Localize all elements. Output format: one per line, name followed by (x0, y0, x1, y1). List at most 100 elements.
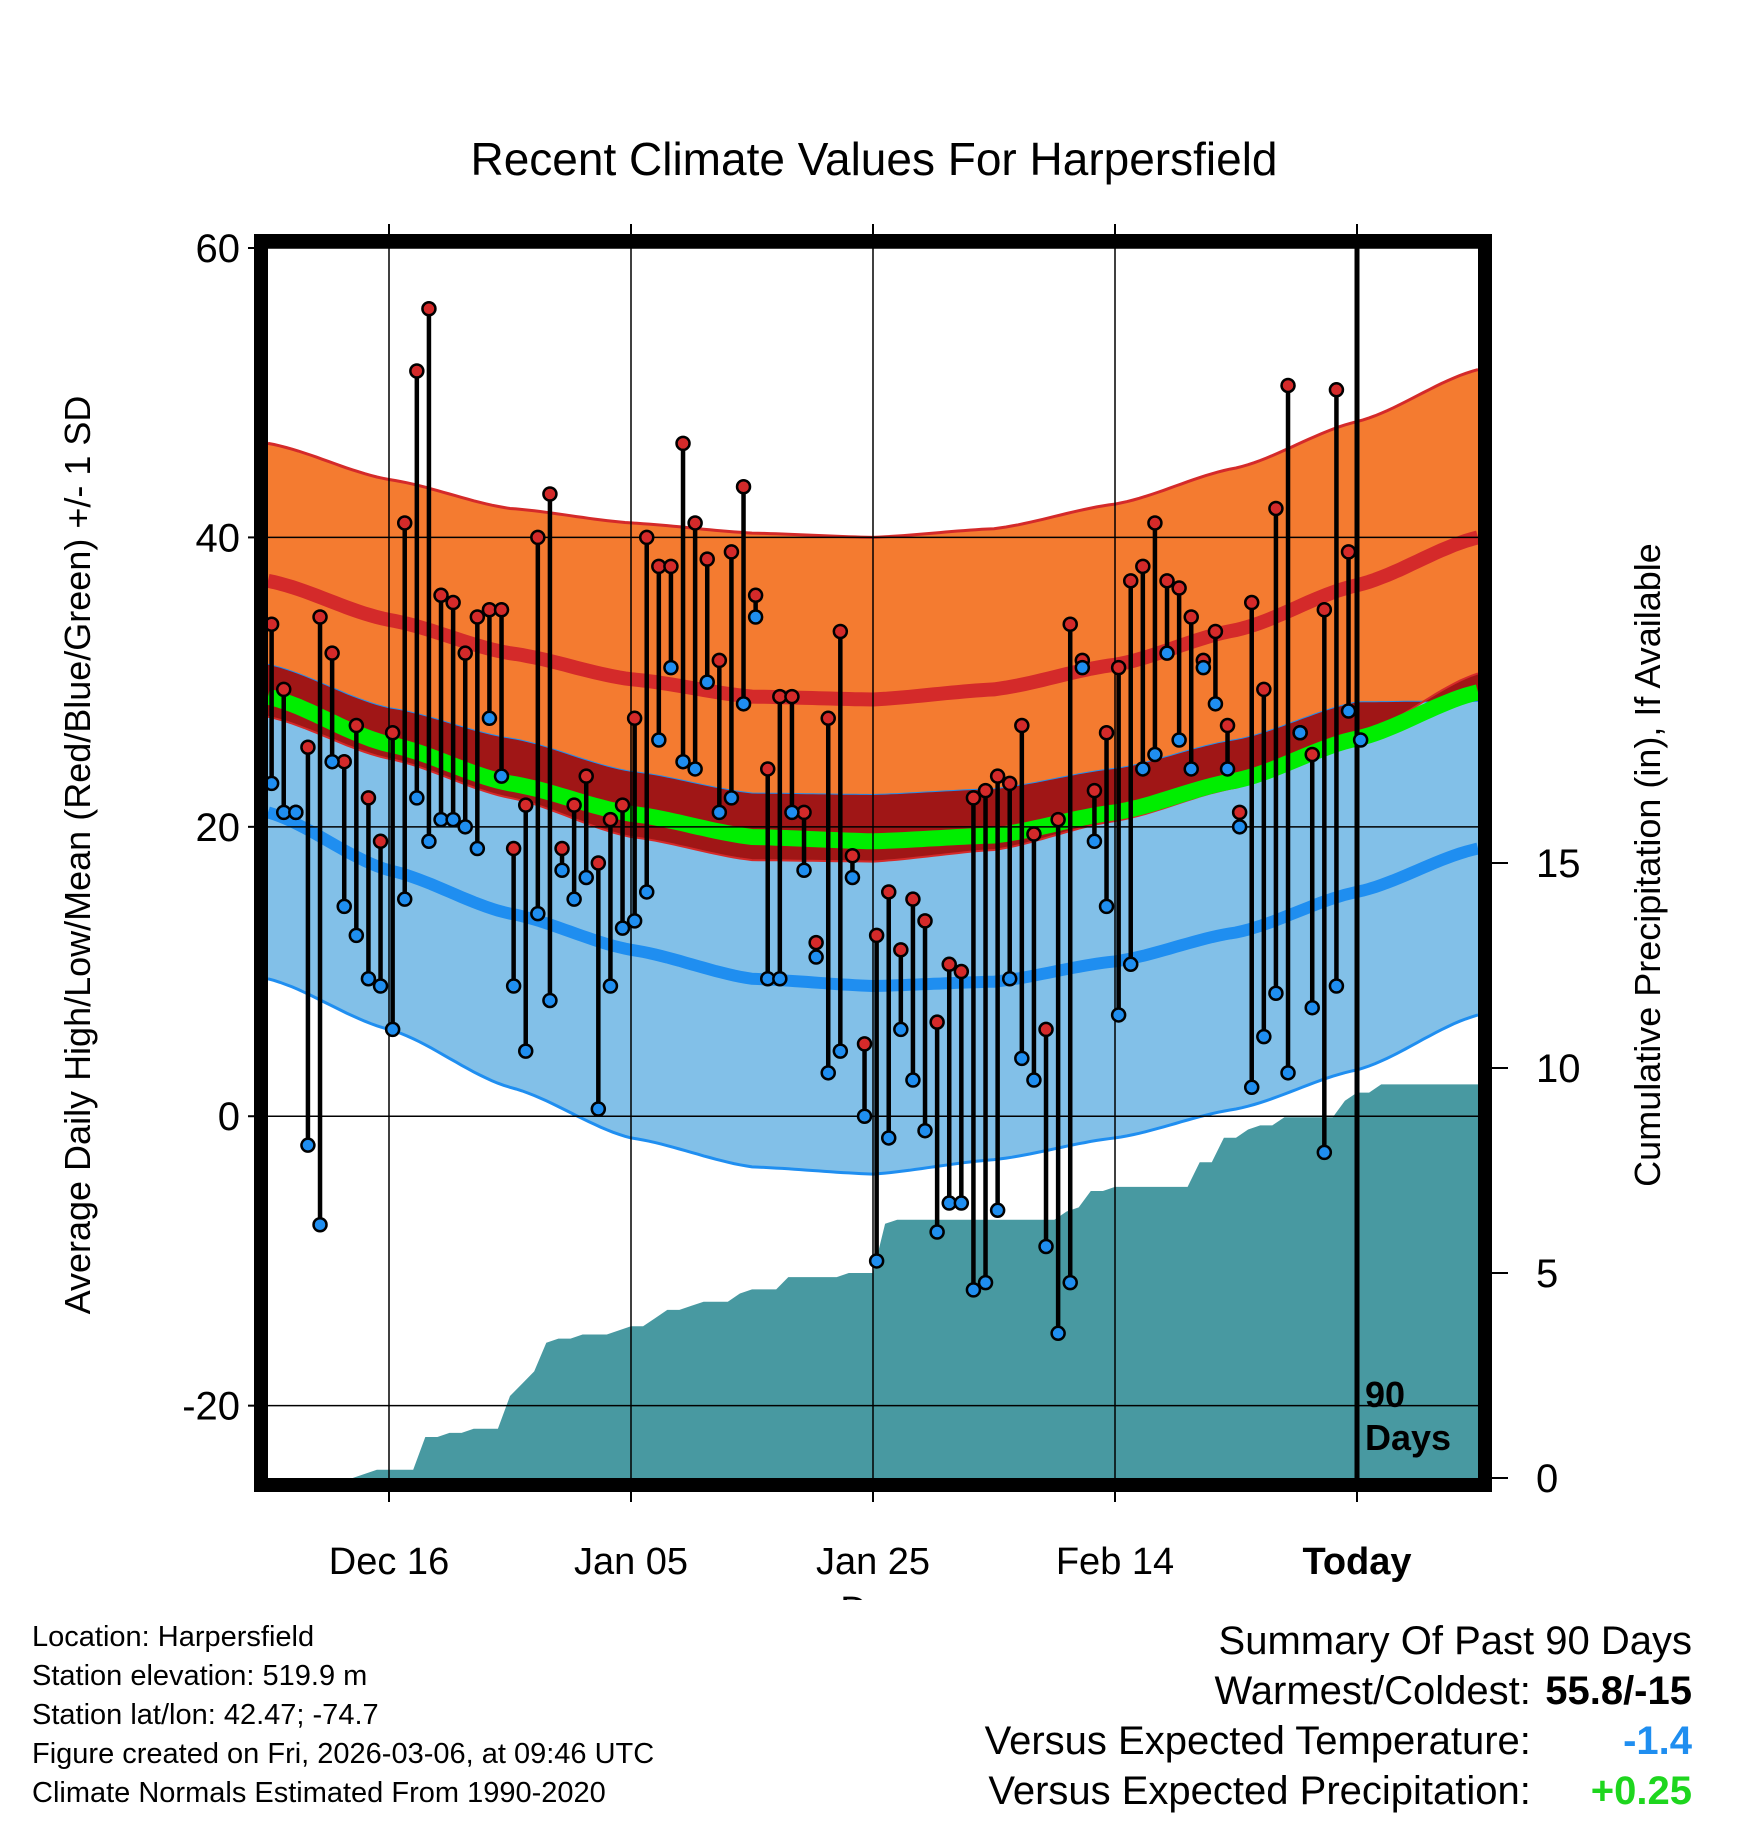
daily-low-point (336, 898, 352, 915)
daily-high-point (554, 840, 570, 857)
daily-low-point (1171, 732, 1187, 748)
daily-high-point (493, 602, 510, 618)
x-tick-label: Feb 14 (1056, 1541, 1174, 1583)
daily-high-point (1304, 746, 1320, 763)
daily-high-point (457, 645, 473, 661)
daily-high-point (275, 681, 292, 698)
daily-low-point (917, 1122, 933, 1139)
daily-low-point (651, 732, 667, 748)
daily-high-point (880, 884, 897, 900)
daily-low-point (1280, 1065, 1296, 1081)
daily-low-point (1340, 703, 1357, 719)
daily-high-point (1086, 782, 1103, 799)
y2-axis-label: Cumulative Precipitation (in), If Availa… (1627, 543, 1668, 1187)
daily-low-point (953, 1195, 970, 1211)
daily-high-point (312, 609, 328, 625)
daily-low-point (1231, 819, 1248, 835)
daily-low-point (300, 1137, 316, 1153)
daily-high-point (505, 840, 522, 857)
y-tick-label: -20 (182, 1385, 240, 1429)
daily-high-point (348, 717, 365, 734)
daily-low-point (1014, 1050, 1030, 1067)
daily-high-point (1243, 594, 1260, 611)
daily-low-point (1243, 1079, 1260, 1096)
daily-low-point (409, 790, 425, 806)
precipitation-area (268, 1084, 1491, 1478)
daily-low-point (1098, 898, 1115, 915)
daily-low-point (493, 768, 510, 784)
x-tick-label: Dec 16 (329, 1541, 449, 1583)
x-axis-label: Day (840, 1590, 908, 1600)
daily-low-point (1001, 971, 1018, 987)
daily-high-point (469, 609, 486, 625)
daily-low-point (699, 674, 715, 690)
daily-low-point (965, 1282, 982, 1298)
daily-low-point (1352, 732, 1369, 748)
daily-high-point (723, 544, 740, 560)
daily-high-point (590, 855, 607, 871)
daily-high-point (1268, 500, 1284, 517)
latlon-text: Station lat/lon: 42.47; -74.7 (32, 1699, 379, 1731)
daily-low-point (360, 971, 377, 987)
daily-low-point (1038, 1238, 1054, 1255)
daily-high-point (868, 927, 885, 944)
daily-high-point (929, 1014, 945, 1030)
daily-low-point (772, 971, 788, 987)
daily-low-point (445, 811, 461, 828)
daily-low-point (1147, 746, 1163, 763)
daily-high-point (324, 645, 340, 661)
daily-high-point (1340, 544, 1357, 560)
daily-high-point (784, 688, 800, 705)
daily-low-point (723, 790, 740, 806)
daily-low-point (614, 920, 631, 936)
y-tick-label: 20 (196, 806, 241, 850)
daily-low-point (1316, 1144, 1333, 1161)
daily-low-point (844, 869, 861, 886)
daily-high-point (711, 652, 728, 669)
daily-high-point (542, 486, 558, 502)
daily-low-point (481, 710, 498, 727)
daily-high-point (989, 768, 1006, 784)
y-tick-label: 60 (196, 227, 241, 271)
daily-high-point (965, 790, 982, 806)
daily-low-point (530, 905, 546, 922)
created-text: Figure created on Fri, 2026-03-06, at 09… (32, 1738, 655, 1770)
daily-high-point (396, 515, 413, 531)
daily-low-point (868, 1253, 885, 1269)
daily-high-point (1038, 1021, 1054, 1038)
daily-high-point (1183, 609, 1199, 625)
x-tick-label: Jan 25 (816, 1541, 930, 1583)
daily-low-point (1328, 978, 1345, 994)
summary-title: Summary Of Past 90 Days (1218, 1619, 1692, 1663)
y2-tick-label: 0 (1536, 1457, 1558, 1501)
daily-high-point (626, 710, 643, 727)
daily-high-point (699, 551, 715, 567)
daily-low-point (469, 840, 486, 857)
daily-high-point (1001, 775, 1018, 792)
daily-high-point (1122, 573, 1139, 589)
y2-tick-label: 10 (1536, 1047, 1581, 1091)
daily-low-point (1135, 761, 1151, 777)
daily-high-point (1014, 717, 1030, 734)
daily-high-point (409, 363, 425, 379)
daily-high-point (578, 768, 594, 784)
daily-high-point (941, 956, 957, 973)
daily-low-point (977, 1274, 994, 1291)
daily-low-point (1304, 999, 1320, 1016)
summary-warmest-coldest: Warmest/Coldest: 55.8/-15 (985, 1666, 1693, 1716)
y2-tick-label: 15 (1536, 842, 1581, 886)
summary-precipitation: Versus Expected Precipitation: +0.25 (985, 1766, 1692, 1816)
daily-high-point (893, 942, 909, 958)
daily-high-point (300, 739, 316, 755)
daily-high-point (905, 891, 921, 907)
y2-tick-label: 5 (1536, 1252, 1558, 1296)
daily-low-point (396, 891, 413, 907)
daily-low-point (348, 927, 365, 944)
daily-high-point (1110, 659, 1127, 676)
daily-low-point (880, 1130, 897, 1146)
daily-high-point (638, 529, 655, 546)
daily-low-point (1062, 1274, 1078, 1291)
daily-low-point (784, 804, 800, 821)
daily-high-point (1135, 558, 1151, 575)
temperature-value: -1.4 (1623, 1719, 1692, 1763)
